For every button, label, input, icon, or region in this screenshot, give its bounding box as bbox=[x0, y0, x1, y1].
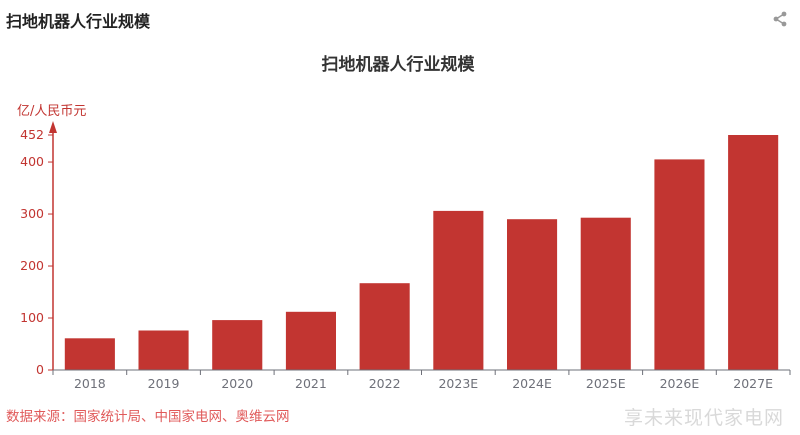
x-tick-label: 2022 bbox=[369, 376, 401, 391]
bars-group bbox=[64, 135, 779, 371]
y-axis-label: 亿/人民币元 bbox=[17, 104, 86, 119]
chart-title: 扫地机器人行业规模 bbox=[322, 54, 476, 75]
y-tick-label: 452 bbox=[20, 127, 44, 142]
x-tick-label: 2019 bbox=[148, 376, 180, 391]
axes-group: 0 100 200 300 400 452 2018 2019 2020 2021 2022 2023… bbox=[20, 121, 791, 391]
panel-title: 扫地机器人行业规模 bbox=[6, 12, 151, 31]
watermark: 享未来现代家电网 bbox=[623, 407, 784, 429]
bar-2025E[interactable] bbox=[580, 217, 631, 370]
bar-2023E[interactable] bbox=[433, 210, 484, 370]
bar-2024E[interactable] bbox=[507, 219, 558, 370]
x-tick-label: 2026E bbox=[660, 376, 700, 391]
x-tick-label: 2027E bbox=[733, 376, 773, 391]
share-icon[interactable] bbox=[771, 10, 789, 28]
x-tick-label: 2018 bbox=[74, 376, 106, 391]
y-tick-label: 200 bbox=[20, 258, 44, 273]
bar-2026E[interactable] bbox=[654, 159, 705, 370]
data-source-note: 数据来源：国家统计局、中国家电网、奥维云网 bbox=[6, 409, 290, 425]
bar-2022[interactable] bbox=[359, 283, 410, 370]
bar-2020[interactable] bbox=[212, 320, 263, 370]
x-tick-label: 2023E bbox=[438, 376, 478, 391]
bar-2018[interactable] bbox=[64, 338, 115, 370]
bar-2019[interactable] bbox=[138, 330, 189, 371]
x-tick-label: 2021 bbox=[295, 376, 327, 391]
y-tick-label: 0 bbox=[36, 362, 44, 377]
x-tick-label: 2025E bbox=[586, 376, 626, 391]
bar-2021[interactable] bbox=[285, 311, 336, 370]
x-tick-label: 2020 bbox=[221, 376, 253, 391]
x-tick-label: 2024E bbox=[512, 376, 552, 391]
bar-2027E[interactable] bbox=[728, 135, 779, 370]
y-tick-label: 400 bbox=[20, 154, 44, 169]
y-axis-arrow bbox=[49, 121, 57, 133]
y-tick-label: 100 bbox=[20, 310, 44, 325]
y-tick-label: 300 bbox=[20, 206, 44, 221]
